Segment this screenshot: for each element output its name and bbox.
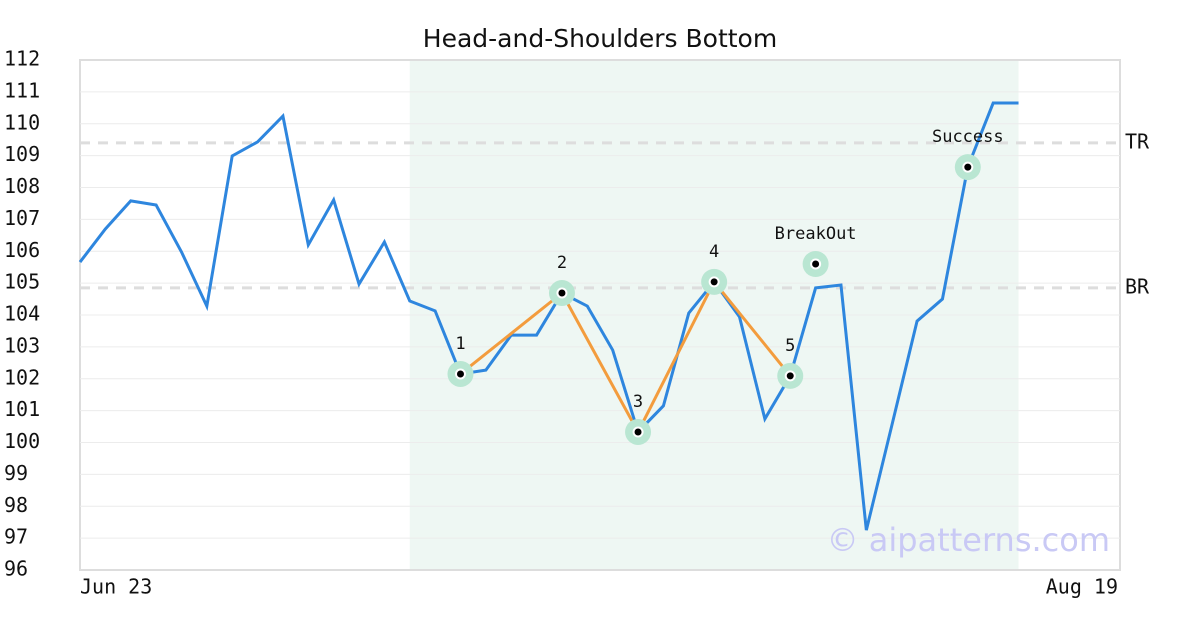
- pattern-point-label: 2: [557, 253, 567, 273]
- event-point-dot: [962, 161, 974, 173]
- y-tick-label: 106: [4, 238, 40, 262]
- y-tick-label: 99: [4, 461, 28, 485]
- pattern-point-dot: [454, 368, 466, 380]
- y-tick-label: 101: [4, 397, 40, 421]
- event-point-label: BreakOut: [775, 224, 857, 244]
- pattern-point-label: 1: [455, 334, 465, 354]
- y-tick-label: 111: [4, 78, 40, 102]
- pattern-point-dot: [784, 370, 796, 382]
- level-label: BR: [1125, 274, 1150, 298]
- y-tick-label: 105: [4, 270, 40, 294]
- pattern-point-dot: [632, 426, 644, 438]
- price-line: [78, 101, 1019, 531]
- y-tick-label: 102: [4, 365, 40, 389]
- y-tick-label: 107: [4, 206, 40, 230]
- y-tick-label: 104: [4, 302, 40, 326]
- pattern-point-label: 5: [785, 336, 795, 356]
- x-tick-label: Jun 23: [80, 575, 152, 599]
- event-point-dot: [810, 258, 822, 270]
- pattern-point-label: 4: [709, 242, 719, 262]
- y-tick-label: 103: [4, 333, 40, 357]
- pattern-point-label: 3: [633, 392, 643, 412]
- y-tick-label: 98: [4, 493, 28, 517]
- y-tick-label: 100: [4, 429, 40, 453]
- event-point-label: Success: [932, 127, 1004, 147]
- pattern-point-dot: [708, 276, 720, 288]
- y-tick-label: 97: [4, 525, 28, 549]
- y-tick-label: 109: [4, 142, 40, 166]
- y-tick-label: 110: [4, 110, 40, 134]
- y-tick-label: 108: [4, 174, 40, 198]
- x-tick-label: Aug 19: [1046, 575, 1118, 599]
- pattern-point-dot: [556, 287, 568, 299]
- level-label: TR: [1125, 129, 1150, 153]
- y-tick-label: 112: [4, 47, 40, 71]
- y-tick-label: 96: [4, 557, 28, 581]
- chart-title: Head-and-Shoulders Bottom: [423, 24, 777, 53]
- watermark: © aipatterns.com: [827, 521, 1110, 559]
